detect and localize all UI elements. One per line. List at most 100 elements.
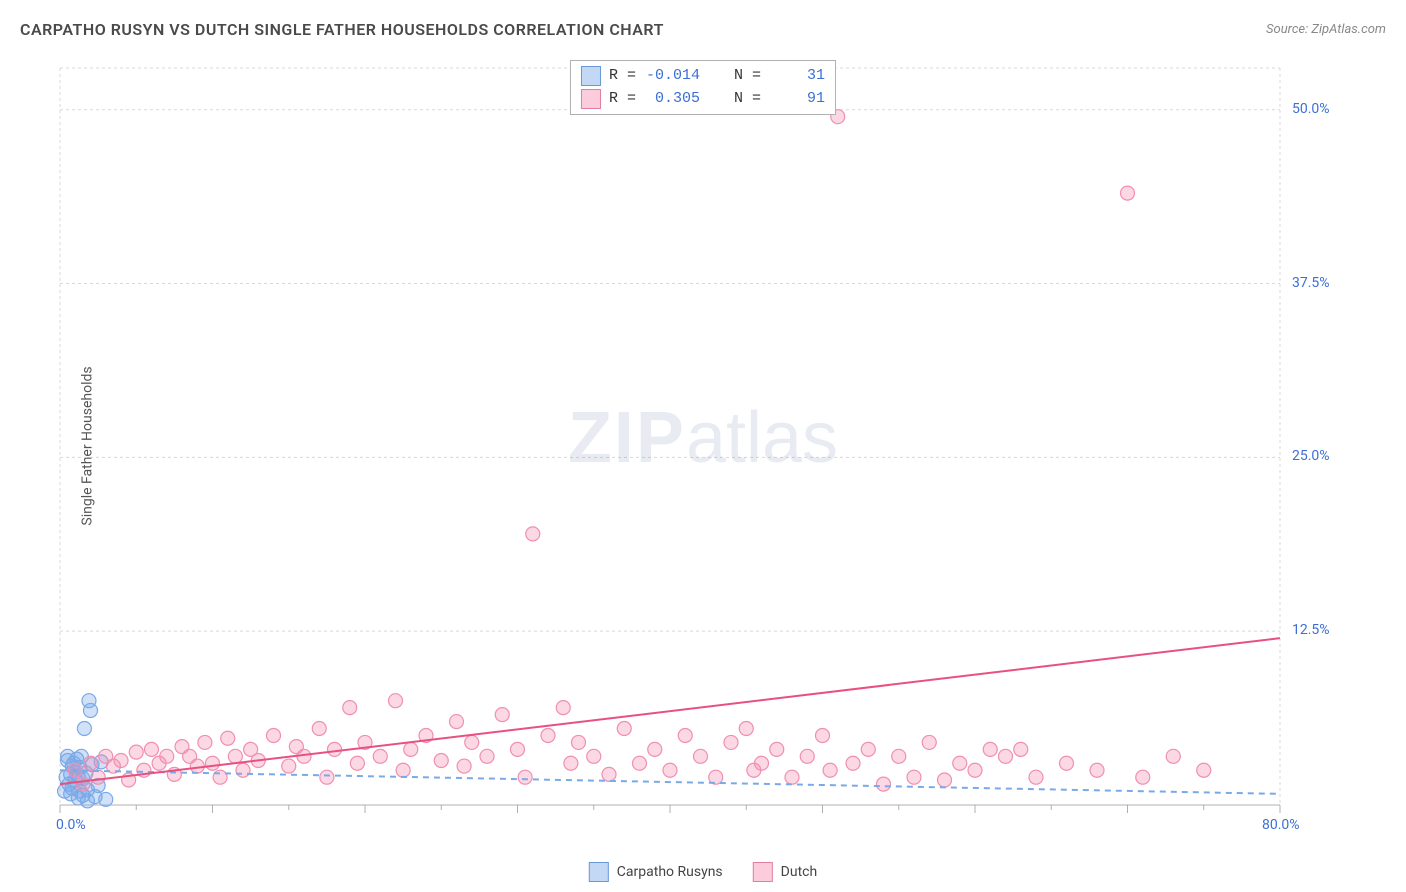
data-point bbox=[198, 735, 212, 749]
legend-label: Dutch bbox=[781, 864, 818, 880]
legend-item: Carpatho Rusyns bbox=[589, 862, 723, 882]
data-point bbox=[526, 527, 540, 541]
data-point bbox=[999, 749, 1013, 763]
data-point bbox=[556, 701, 570, 715]
data-point bbox=[1029, 770, 1043, 784]
data-point bbox=[457, 759, 471, 773]
r-value: -0.014 bbox=[644, 65, 700, 88]
data-point bbox=[861, 742, 875, 756]
data-point bbox=[892, 749, 906, 763]
data-point bbox=[724, 735, 738, 749]
data-point bbox=[968, 763, 982, 777]
data-point bbox=[450, 715, 464, 729]
data-point bbox=[1136, 770, 1150, 784]
data-point bbox=[907, 770, 921, 784]
legend-label: Carpatho Rusyns bbox=[617, 864, 723, 880]
data-point bbox=[373, 749, 387, 763]
legend-swatch bbox=[753, 862, 773, 882]
data-point bbox=[206, 756, 220, 770]
n-label: N = bbox=[734, 65, 761, 88]
data-point bbox=[350, 756, 364, 770]
data-point bbox=[267, 728, 281, 742]
legend-row: R = -0.014 N = 31 bbox=[581, 65, 825, 88]
data-point bbox=[228, 749, 242, 763]
data-point bbox=[343, 701, 357, 715]
data-point bbox=[846, 756, 860, 770]
source-attribution: Source: ZipAtlas.com bbox=[1266, 22, 1386, 37]
data-point bbox=[518, 770, 532, 784]
legend-row: R = 0.305 N = 91 bbox=[581, 88, 825, 111]
data-point bbox=[953, 756, 967, 770]
data-point bbox=[770, 742, 784, 756]
data-point bbox=[76, 777, 90, 791]
data-point bbox=[114, 754, 128, 768]
data-point bbox=[320, 770, 334, 784]
data-point bbox=[541, 728, 555, 742]
data-point bbox=[91, 770, 105, 784]
data-point bbox=[648, 742, 662, 756]
r-label: R = bbox=[609, 65, 636, 88]
data-point bbox=[495, 708, 509, 722]
data-point bbox=[1090, 763, 1104, 777]
data-point bbox=[617, 722, 631, 736]
data-point bbox=[145, 742, 159, 756]
r-value: 0.305 bbox=[644, 88, 700, 111]
data-point bbox=[587, 749, 601, 763]
x-tick-label-max: 80.0% bbox=[1262, 817, 1300, 833]
data-point bbox=[404, 742, 418, 756]
data-point bbox=[633, 756, 647, 770]
data-point bbox=[694, 749, 708, 763]
data-point bbox=[282, 759, 296, 773]
correlation-legend: R = -0.014 N = 31 R = 0.305 N = 91 bbox=[570, 60, 836, 115]
data-point bbox=[602, 767, 616, 781]
n-label: N = bbox=[734, 88, 761, 111]
data-point bbox=[434, 754, 448, 768]
legend-item: Dutch bbox=[753, 862, 818, 882]
data-point bbox=[328, 742, 342, 756]
data-point bbox=[221, 731, 235, 745]
data-point bbox=[785, 770, 799, 784]
data-point bbox=[816, 728, 830, 742]
n-value: 91 bbox=[769, 88, 825, 111]
data-point bbox=[663, 763, 677, 777]
data-point bbox=[396, 763, 410, 777]
data-point bbox=[1060, 756, 1074, 770]
y-tick-label: 25.0% bbox=[1292, 448, 1330, 464]
n-value: 31 bbox=[769, 65, 825, 88]
data-point bbox=[922, 735, 936, 749]
trendline bbox=[60, 638, 1280, 784]
legend-swatch bbox=[581, 89, 601, 109]
scatter-plot-svg bbox=[50, 60, 1340, 835]
data-point bbox=[465, 735, 479, 749]
data-point bbox=[1166, 749, 1180, 763]
y-tick-label: 37.5% bbox=[1292, 275, 1330, 291]
data-point bbox=[190, 759, 204, 773]
legend-swatch bbox=[581, 66, 601, 86]
chart-container: CARPATHO RUSYN VS DUTCH SINGLE FATHER HO… bbox=[0, 0, 1406, 892]
data-point bbox=[160, 749, 174, 763]
data-point bbox=[1014, 742, 1028, 756]
data-point bbox=[678, 728, 692, 742]
y-tick-label: 50.0% bbox=[1292, 101, 1330, 117]
data-point bbox=[983, 742, 997, 756]
r-label: R = bbox=[609, 88, 636, 111]
data-point bbox=[1197, 763, 1211, 777]
data-point bbox=[77, 722, 91, 736]
data-point bbox=[312, 722, 326, 736]
x-tick-label-min: 0.0% bbox=[56, 817, 86, 833]
chart-title: CARPATHO RUSYN VS DUTCH SINGLE FATHER HO… bbox=[20, 20, 664, 39]
data-point bbox=[938, 773, 952, 787]
data-point bbox=[389, 694, 403, 708]
y-tick-label: 12.5% bbox=[1292, 622, 1330, 638]
data-point bbox=[99, 792, 113, 806]
data-point bbox=[129, 745, 143, 759]
plot-area bbox=[50, 60, 1340, 835]
data-point bbox=[823, 763, 837, 777]
data-point bbox=[84, 756, 98, 770]
data-point bbox=[236, 763, 250, 777]
data-point bbox=[877, 777, 891, 791]
data-point bbox=[1121, 186, 1135, 200]
data-point bbox=[84, 703, 98, 717]
data-point bbox=[739, 722, 753, 736]
data-point bbox=[755, 756, 769, 770]
